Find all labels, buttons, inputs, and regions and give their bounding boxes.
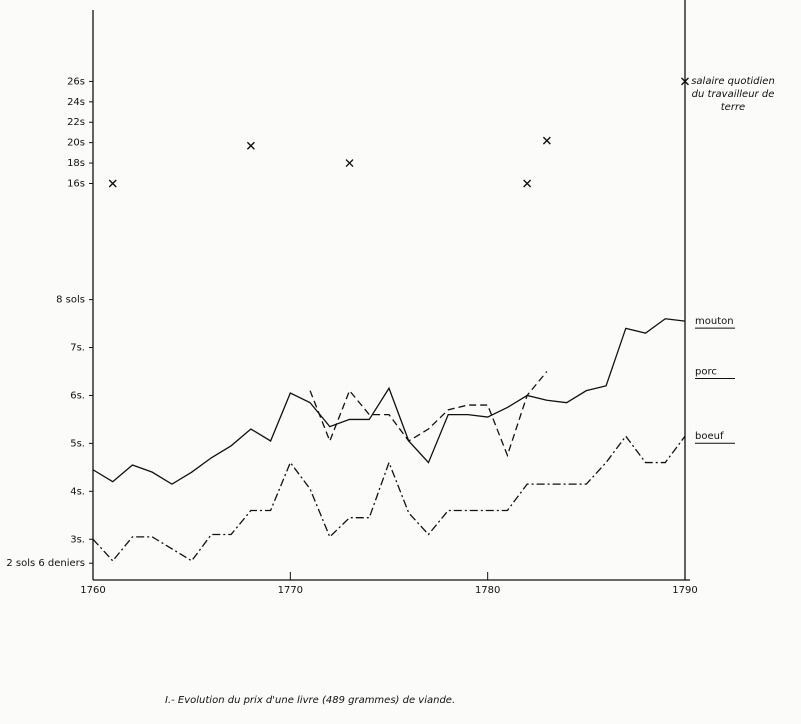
x-tick-label: 1760 [80,585,105,596]
y-tick-label: 5s. [70,438,85,449]
series-label: salaire quotidien du travailleur de terr… [691,76,775,114]
scatter-point [345,159,354,168]
line-series [309,371,548,458]
y-tick-label: 8 sols [56,295,85,306]
y-tick-label: 6s. [70,390,85,401]
y-tick-label: 16s [67,178,85,189]
x-tick-label: 1790 [672,585,697,596]
scatter-point [523,179,532,188]
y-tick-label: 26s [67,76,85,87]
line-series [92,318,686,485]
y-tick-label: 4s. [70,486,85,497]
y-tick-label: 18s [67,158,85,169]
scatter-point [681,77,689,86]
legend-label: mouton [695,316,734,327]
y-tick-label: 22s [67,117,85,128]
y-tick-label: 7s. [70,343,85,354]
line-series [92,435,686,562]
scatter-point [542,136,551,145]
x-tick-label: 1770 [278,585,303,596]
scatter-point [108,179,117,188]
y-tick-label: 20s [67,138,85,149]
legend-label: porc [695,366,717,377]
scatter-point [246,141,255,150]
legend-label: boeuf [695,431,724,442]
y-tick-label: 3s. [70,534,85,545]
caption: I.- Evolution du prix d'une livre (489 g… [165,695,455,706]
x-tick-label: 1780 [475,585,500,596]
y-tick-label: 2 sols 6 deniers [6,558,85,569]
y-tick-label: 24s [67,97,85,108]
